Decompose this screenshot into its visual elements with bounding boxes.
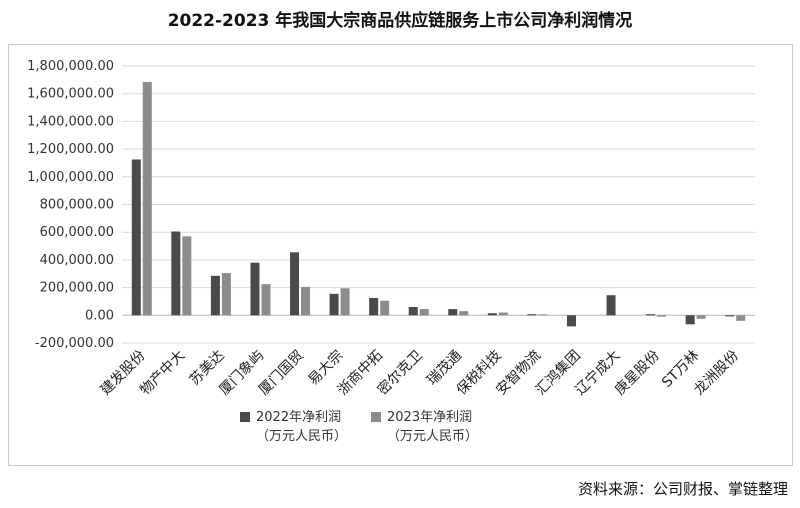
- bar-2023: [538, 314, 548, 316]
- bar-2023: [459, 311, 469, 316]
- y-tick-label: 1,200,000.00: [27, 142, 114, 157]
- bar-2023: [736, 315, 746, 321]
- legend-label-2023: 2023年净利润: [387, 410, 473, 425]
- bar-2022: [210, 275, 220, 316]
- y-tick-label: 1,400,000.00: [27, 114, 114, 129]
- bar-2022: [131, 159, 141, 316]
- y-tick-label: 600,000.00: [40, 225, 114, 240]
- bar-2022: [606, 295, 616, 316]
- y-tick-label: -200,000.00: [35, 336, 114, 351]
- legend-unit-2022: （万元人民币）: [256, 429, 348, 444]
- y-tick-label: 400,000.00: [40, 253, 114, 268]
- legend-item-2022: 2022年净利润 （万元人民币）: [240, 408, 347, 446]
- bar-2022: [329, 293, 339, 316]
- legend-item-2023: 2023年净利润 （万元人民币）: [371, 408, 478, 446]
- legend-swatch-2022: [240, 412, 250, 422]
- bar-2022: [369, 297, 379, 316]
- bar-2022: [250, 262, 260, 316]
- y-tick-label: 1,600,000.00: [27, 87, 114, 102]
- bar-2022: [487, 313, 497, 316]
- bar-2023: [340, 288, 350, 316]
- bar-2022: [527, 314, 537, 316]
- bar-2023: [419, 309, 429, 316]
- source-note: 资料来源：公司财报、掌链整理: [577, 480, 788, 498]
- bar-2022: [171, 231, 181, 316]
- bar-2022: [646, 314, 656, 316]
- bar-2022: [448, 309, 458, 316]
- bar-2023: [301, 286, 311, 316]
- bar-2022: [290, 252, 300, 316]
- y-tick-label: 1,000,000.00: [27, 170, 114, 185]
- chart-legend: 2022年净利润 （万元人民币） 2023年净利润 （万元人民币）: [240, 408, 478, 446]
- legend-unit-2023: （万元人民币）: [387, 429, 479, 444]
- bar-2023: [380, 300, 390, 316]
- legend-swatch-2023: [371, 412, 382, 422]
- bar-2022: [685, 315, 695, 325]
- y-tick-label: 800,000.00: [40, 198, 114, 213]
- bar-2023: [657, 315, 667, 317]
- bar-2022: [725, 315, 735, 317]
- bar-2023: [142, 81, 152, 316]
- y-tick-label: 0.00: [85, 308, 114, 323]
- bar-2023: [221, 273, 231, 316]
- bar-2022: [408, 306, 418, 316]
- bar-2023: [696, 315, 706, 319]
- bar-2023: [498, 312, 508, 316]
- legend-label-2022: 2022年净利润: [256, 410, 342, 425]
- y-tick-label: 200,000.00: [40, 281, 114, 296]
- chart-title: 2022-2023 年我国大宗商品供应链服务上市公司净利润情况: [167, 11, 633, 31]
- bar-2023: [261, 284, 271, 316]
- chart-frame: [8, 44, 793, 466]
- bar-2022: [566, 315, 576, 327]
- y-tick-label: 1,800,000.00: [27, 59, 114, 74]
- bar-2023: [182, 236, 192, 316]
